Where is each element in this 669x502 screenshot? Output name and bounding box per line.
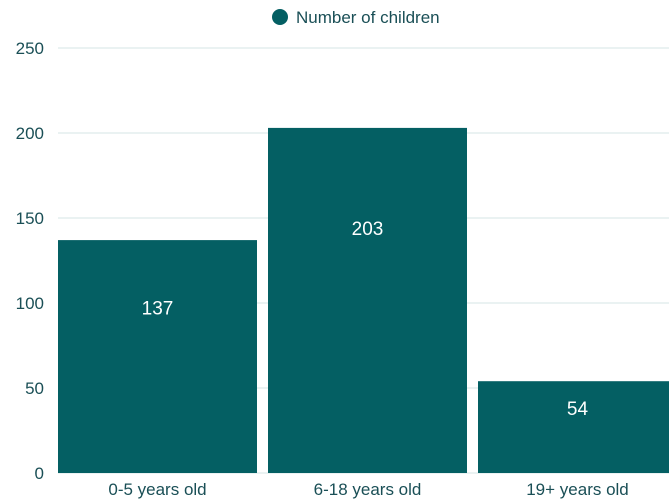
y-tick-label: 150 xyxy=(16,209,44,228)
bar-data-labels: 137 203 54 xyxy=(142,219,589,420)
bar-data-label: 137 xyxy=(142,299,174,320)
bar-data-label: 54 xyxy=(567,399,589,420)
bars xyxy=(58,127,669,474)
x-category-label: 19+ years old xyxy=(526,480,629,499)
x-axis-categories: 0-5 years old 6-18 years old 19+ years old xyxy=(108,480,628,499)
legend-swatch xyxy=(272,9,288,25)
y-tick-label: 50 xyxy=(25,379,44,398)
bar xyxy=(478,381,669,473)
legend-label: Number of children xyxy=(296,8,440,27)
y-axis-ticks: 0 50 100 150 200 250 xyxy=(16,39,44,483)
bar xyxy=(58,240,257,473)
x-category-label: 0-5 years old xyxy=(108,480,206,499)
y-tick-label: 0 xyxy=(35,464,44,483)
legend: Number of children xyxy=(272,8,440,27)
y-tick-label: 100 xyxy=(16,294,44,313)
bar-data-label: 203 xyxy=(352,219,384,240)
y-tick-label: 250 xyxy=(16,39,44,58)
y-tick-label: 200 xyxy=(16,124,44,143)
x-category-label: 6-18 years old xyxy=(314,480,422,499)
bar xyxy=(268,127,467,474)
